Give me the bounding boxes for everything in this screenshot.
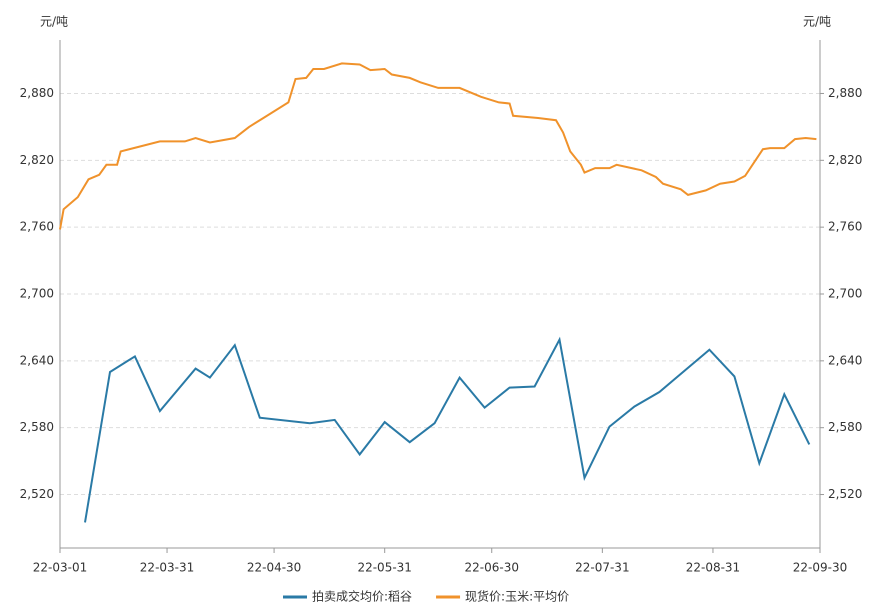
y2-tick-label: 2,520 [828,487,862,501]
y-tick-label: 2,640 [20,353,54,367]
y-axis-label: 元/吨 [40,15,68,29]
y2-tick-label: 2,760 [828,220,862,234]
x-tick-label: 22-06-30 [465,561,519,575]
x-tick-label: 22-03-31 [140,561,194,575]
x-tick-label: 22-08-31 [686,561,740,575]
y-tick-label: 2,700 [20,287,54,301]
x-tick-label: 22-03-01 [33,561,87,575]
y-tick-label: 2,520 [20,487,54,501]
y2-tick-label: 2,640 [828,353,862,367]
y2-axis-label: 元/吨 [803,15,831,29]
y-tick-label: 2,880 [20,86,54,100]
line-series [84,336,811,523]
y2-tick-label: 2,580 [828,420,862,434]
y2-tick-label: 2,820 [828,153,862,167]
x-tick-label: 22-07-31 [575,561,629,575]
x-tick-label: 22-04-30 [247,561,301,575]
y-tick-label: 2,760 [20,220,54,234]
y-tick-label: 2,580 [20,420,54,434]
x-tick-label: 22-05-31 [357,561,411,575]
x-tick-label: 22-09-30 [793,561,847,575]
legend-label: 现货价:玉米:平均价 [465,589,569,604]
y2-tick-label: 2,700 [828,287,862,301]
line-series [59,62,817,230]
legend-label: 拍卖成交均价:稻谷 [312,589,412,604]
y2-tick-label: 2,880 [828,86,862,100]
y-tick-label: 2,820 [20,153,54,167]
